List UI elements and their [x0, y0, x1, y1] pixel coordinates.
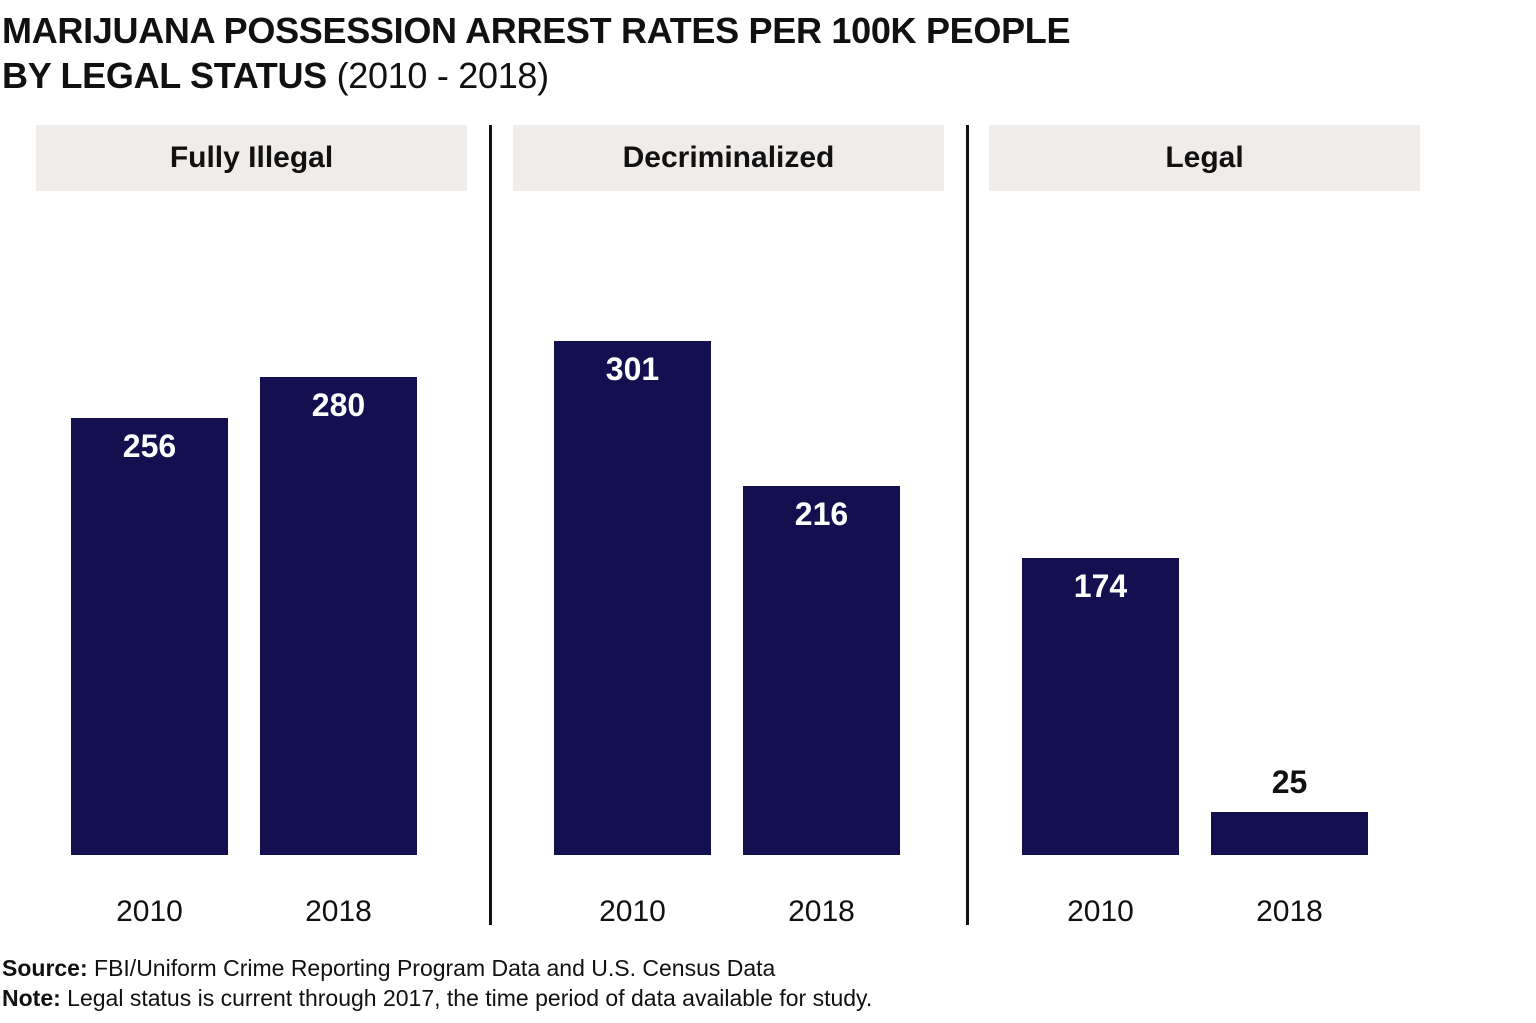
title-line-2: BY LEGAL STATUS (2010 - 2018): [2, 53, 1070, 98]
x-tick-label: 2010: [599, 895, 666, 928]
source-label: Source:: [2, 955, 88, 981]
bar: [1022, 557, 1179, 855]
panel-header: Legal: [989, 125, 1420, 191]
panel-header: Decriminalized: [513, 125, 944, 191]
x-tick-label: 2018: [1256, 895, 1323, 928]
panel-divider: [489, 125, 492, 925]
source-note: Source: FBI/Uniform Crime Reporting Prog…: [2, 955, 775, 982]
chart-title: MARIJUANA POSSESSION ARREST RATES PER 10…: [2, 8, 1070, 98]
source-text: FBI/Uniform Crime Reporting Program Data…: [94, 955, 776, 981]
x-tick-label: 2010: [1067, 895, 1134, 928]
data-label: 25: [1271, 764, 1308, 801]
title-line-1: MARIJUANA POSSESSION ARREST RATES PER 10…: [2, 10, 1071, 51]
title-date-range: (2010 - 2018): [336, 55, 550, 96]
x-tick-label: 2010: [116, 895, 183, 928]
panel-header: Fully Illegal: [36, 125, 467, 191]
note-text: Legal status is current through 2017, th…: [67, 985, 873, 1011]
bar: [743, 486, 900, 855]
footnote: Note: Legal status is current through 20…: [2, 985, 872, 1012]
data-label: 280: [311, 387, 366, 424]
data-label: 216: [794, 496, 849, 533]
data-label: 256: [122, 428, 177, 464]
panel-divider: [966, 125, 969, 925]
x-tick-label: 2018: [788, 895, 855, 928]
data-label: 174: [1073, 567, 1128, 604]
data-label: 301: [605, 351, 660, 388]
title-bold: BY LEGAL STATUS: [2, 55, 327, 96]
bar: [1211, 812, 1368, 855]
bar: [71, 418, 228, 855]
bar: [554, 341, 711, 855]
x-tick-label: 2018: [305, 895, 372, 928]
bar: [260, 377, 417, 855]
note-label: Note:: [2, 985, 61, 1011]
